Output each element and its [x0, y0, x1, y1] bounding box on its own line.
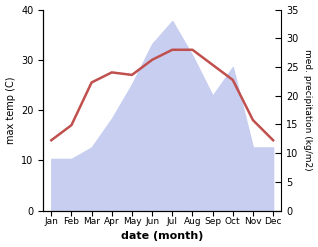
Y-axis label: max temp (C): max temp (C): [5, 76, 16, 144]
X-axis label: date (month): date (month): [121, 231, 204, 242]
Y-axis label: med. precipitation (kg/m2): med. precipitation (kg/m2): [303, 49, 313, 171]
